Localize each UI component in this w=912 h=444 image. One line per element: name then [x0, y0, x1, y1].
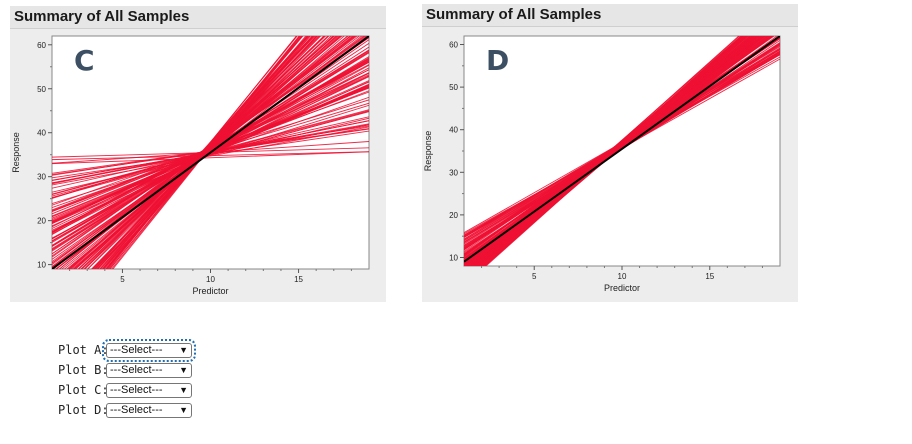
- plot-c-select[interactable]: ---Select--- ▼: [106, 382, 192, 398]
- plot-selection-form: Plot A: ---Select--- ▼ Plot B: ---Select…: [58, 338, 196, 420]
- y-tick-label: 40: [449, 126, 458, 135]
- chevron-down-icon: ▼: [179, 385, 188, 395]
- y-tick-label: 60: [37, 41, 46, 50]
- y-tick-label: 60: [449, 41, 458, 50]
- x-axis-label: Predictor: [192, 286, 228, 296]
- select-value: ---Select---: [110, 404, 163, 416]
- form-row-plot-a: Plot A: ---Select--- ▼: [58, 338, 196, 362]
- sample-lines: [464, 36, 780, 266]
- x-tick-label: 15: [294, 275, 303, 284]
- form-row-plot-b: Plot B: ---Select--- ▼: [58, 360, 192, 380]
- sample-line: [477, 36, 742, 266]
- sample-line: [107, 36, 298, 269]
- sample-line: [106, 36, 304, 269]
- sample-line: [52, 72, 369, 224]
- sample-line: [52, 117, 369, 193]
- x-tick-label: 5: [120, 275, 125, 284]
- y-tick-label: 20: [449, 211, 458, 220]
- form-label: Plot C:: [58, 383, 109, 397]
- form-row-plot-c: Plot C: ---Select--- ▼: [58, 380, 192, 400]
- plot-a-select[interactable]: ---Select--- ▼: [102, 338, 196, 362]
- x-axis-label: Predictor: [604, 283, 640, 293]
- x-tick-label: 5: [532, 272, 537, 281]
- x-tick-label: 10: [206, 275, 215, 284]
- y-tick-label: 10: [37, 261, 46, 270]
- sample-line: [52, 151, 369, 165]
- sample-line: [105, 36, 307, 269]
- x-tick-label: 15: [705, 272, 714, 281]
- sample-line: [52, 74, 369, 224]
- chevron-down-icon: ▼: [179, 405, 188, 415]
- sample-line: [83, 36, 320, 269]
- sample-line: [471, 36, 753, 266]
- y-tick-label: 30: [37, 173, 46, 182]
- y-tick-label: 30: [449, 168, 458, 177]
- form-label: Plot B:: [58, 363, 109, 377]
- sample-line: [97, 36, 309, 269]
- y-axis-label: Response: [423, 131, 433, 172]
- y-tick-label: 50: [449, 83, 458, 92]
- plot-b-select[interactable]: ---Select--- ▼: [106, 362, 192, 378]
- chart-panel-c: Summary of All Samples 10 20 30 40 50 60 5 10 15…: [10, 6, 386, 302]
- form-row-plot-d: Plot D: ---Select--- ▼: [58, 400, 192, 420]
- select-value: ---Select---: [110, 364, 163, 376]
- form-label: Plot A:: [58, 343, 109, 357]
- y-tick-label: 40: [37, 129, 46, 138]
- sample-lines: [52, 36, 369, 269]
- sample-line: [466, 36, 769, 266]
- sample-line: [52, 51, 369, 250]
- chart-title: Summary of All Samples: [10, 6, 386, 29]
- select-value: ---Select---: [110, 344, 163, 356]
- reference-line: [52, 36, 369, 269]
- chart-d: 10 20 30 40 50 60 5 10 15 Predictor Response D: [423, 35, 781, 293]
- plot-letter-label: C: [74, 44, 95, 77]
- chart-panel-d: Summary of All Samples 10 20 30 40 50 60 5 10 15…: [422, 4, 798, 302]
- form-label: Plot D:: [58, 403, 109, 417]
- plot-d-select[interactable]: ---Select--- ▼: [106, 402, 192, 418]
- y-tick-label: 20: [37, 217, 46, 226]
- sample-line: [52, 110, 369, 199]
- plot-letter-label: D: [486, 44, 509, 77]
- sample-line: [52, 126, 369, 186]
- chevron-down-icon: ▼: [179, 345, 188, 355]
- select-value: ---Select---: [110, 384, 163, 396]
- x-tick-label: 10: [618, 272, 627, 281]
- chart-title: Summary of All Samples: [422, 4, 798, 27]
- y-tick-label: 50: [37, 85, 46, 94]
- chevron-down-icon: ▼: [179, 365, 188, 375]
- chart-c: 10 20 30 40 50 60 5 10 15 Predictor Response C: [11, 35, 370, 296]
- y-tick-label: 10: [449, 253, 458, 262]
- reference-line: [464, 36, 780, 263]
- sample-line: [481, 36, 748, 266]
- y-axis-label: Response: [11, 132, 21, 173]
- sample-line: [464, 36, 760, 263]
